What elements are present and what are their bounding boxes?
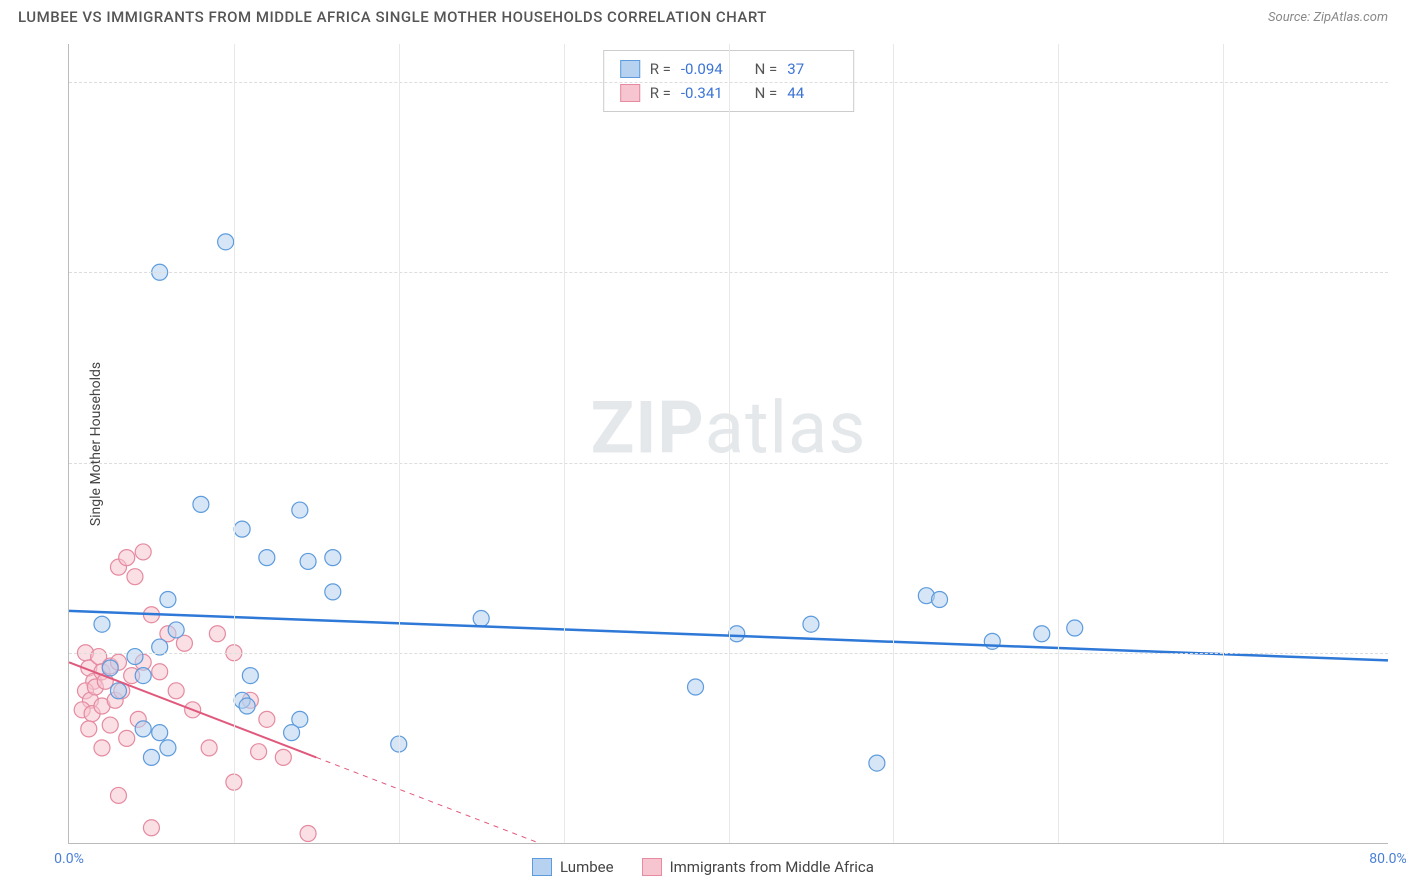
scatter-point	[234, 521, 250, 537]
scatter-point	[119, 550, 135, 566]
scatter-point	[143, 749, 159, 765]
trendline-pink-dashed	[316, 757, 539, 843]
scatter-point	[160, 591, 176, 607]
scatter-point	[325, 584, 341, 600]
series-legend-label: Lumbee	[560, 858, 614, 876]
scatter-point	[119, 730, 135, 746]
legend-n-value: 44	[787, 81, 837, 105]
scatter-point	[275, 749, 291, 765]
legend-swatch	[642, 858, 662, 876]
chart-container: Single Mother Households ZIPatlas R = -0…	[18, 44, 1388, 844]
scatter-point	[127, 649, 143, 665]
scatter-point	[135, 544, 151, 560]
legend-n-label: N =	[755, 57, 778, 81]
gridline-v	[399, 44, 400, 843]
scatter-point	[259, 711, 275, 727]
scatter-point	[292, 502, 308, 518]
legend-r-value: -0.094	[681, 57, 731, 81]
plot-area: ZIPatlas R = -0.094 N = 37 R = -0.341 N …	[68, 44, 1388, 844]
scatter-point	[218, 234, 234, 250]
scatter-point	[110, 683, 126, 699]
scatter-point	[284, 725, 300, 741]
legend-swatch	[532, 858, 552, 876]
scatter-point	[168, 622, 184, 638]
series-legend-item: Immigrants from Middle Africa	[642, 858, 874, 876]
source-prefix: Source:	[1268, 10, 1313, 25]
scatter-point	[242, 668, 258, 684]
scatter-point	[127, 569, 143, 585]
scatter-point	[201, 740, 217, 756]
legend-n-value: 37	[787, 57, 837, 81]
scatter-point	[209, 626, 225, 642]
scatter-point	[135, 668, 151, 684]
scatter-point	[94, 616, 110, 632]
scatter-point	[1034, 626, 1050, 642]
source-attribution: Source: ZipAtlas.com	[1268, 10, 1388, 25]
scatter-point	[259, 550, 275, 566]
legend-swatch	[620, 60, 640, 78]
scatter-point	[1067, 620, 1083, 636]
gridline-v	[1058, 44, 1059, 843]
scatter-point	[110, 787, 126, 803]
scatter-point	[325, 550, 341, 566]
legend-r-value: -0.341	[681, 81, 731, 105]
scatter-point	[869, 755, 885, 771]
legend-r-label: R =	[650, 57, 671, 81]
scatter-point	[729, 626, 745, 642]
gridline-v	[564, 44, 565, 843]
scatter-point	[688, 679, 704, 695]
source-link[interactable]: ZipAtlas.com	[1313, 10, 1388, 25]
scatter-point	[81, 721, 97, 737]
scatter-point	[102, 717, 118, 733]
legend-n-label: N =	[755, 81, 778, 105]
gridline-v	[234, 44, 235, 843]
legend-r-label: R =	[650, 81, 671, 105]
scatter-point	[160, 740, 176, 756]
legend-swatch	[620, 84, 640, 102]
chart-title: LUMBEE VS IMMIGRANTS FROM MIDDLE AFRICA …	[18, 8, 767, 26]
gridline-v	[729, 44, 730, 843]
scatter-point	[932, 591, 948, 607]
gridline-v	[1223, 44, 1224, 843]
scatter-point	[300, 553, 316, 569]
scatter-point	[193, 496, 209, 512]
series-legend-item: Lumbee	[532, 858, 614, 876]
scatter-point	[152, 725, 168, 741]
gridline-v	[893, 44, 894, 843]
scatter-point	[300, 825, 316, 841]
series-legend-label: Immigrants from Middle Africa	[670, 858, 874, 876]
scatter-point	[239, 698, 255, 714]
series-legend: Lumbee Immigrants from Middle Africa	[0, 858, 1406, 880]
scatter-point	[143, 820, 159, 836]
scatter-point	[803, 616, 819, 632]
scatter-point	[473, 611, 489, 627]
scatter-point	[102, 660, 118, 676]
scatter-point	[152, 664, 168, 680]
scatter-point	[168, 683, 184, 699]
scatter-point	[251, 744, 267, 760]
scatter-point	[94, 740, 110, 756]
scatter-point	[135, 721, 151, 737]
